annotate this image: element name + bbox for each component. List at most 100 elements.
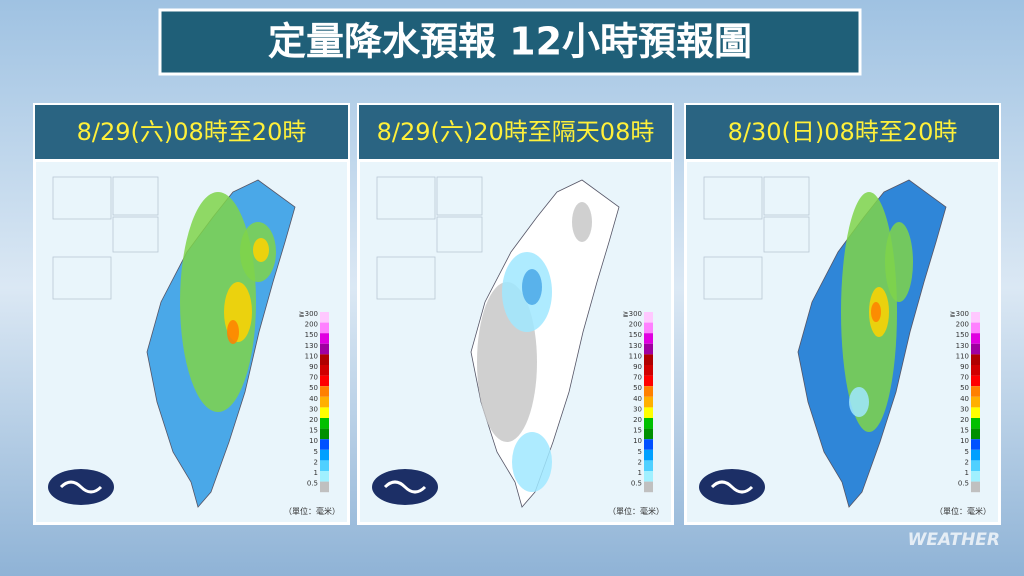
legend-swatch: [644, 449, 653, 461]
rain-area: [512, 432, 552, 492]
legend-label: 150: [629, 331, 642, 339]
rain-area: [849, 387, 869, 417]
legend-swatch: [320, 418, 329, 429]
legend-label: 50: [633, 384, 642, 392]
legend-label: 200: [629, 321, 642, 329]
legend-swatch: [644, 439, 653, 450]
panel-header: [686, 105, 999, 159]
legend-label: 0.5: [307, 480, 318, 488]
legend-label: 15: [960, 427, 969, 435]
inset-box: [763, 176, 810, 216]
legend-swatch: [644, 471, 653, 482]
rain-area: [572, 202, 592, 242]
unit-label: （單位：毫米）: [608, 506, 664, 516]
legend-label: 110: [629, 352, 642, 360]
legend-label: 130: [305, 342, 318, 350]
panel-heading: 8/30(日)08時至20時: [728, 118, 958, 146]
legend-label: 0.5: [958, 480, 969, 488]
legend-label: 1: [314, 469, 318, 477]
legend-swatch: [971, 407, 980, 418]
legend-swatch: [320, 439, 329, 450]
legend-label: 110: [956, 352, 969, 360]
legend-label: 5: [638, 448, 642, 456]
legend-swatch: [971, 471, 980, 482]
legend-label: 2: [638, 458, 642, 466]
legend-label: 15: [633, 427, 642, 435]
legend-swatch: [320, 407, 329, 418]
legend-label: ≧300: [623, 310, 642, 318]
legend-label: 90: [960, 363, 969, 371]
legend-swatch: [971, 449, 980, 461]
legend-swatch: [644, 322, 653, 334]
legend-label: 1: [965, 469, 969, 477]
legend-label: 30: [633, 405, 642, 413]
panel-heading: 8/29(六)20時至隔天08時: [377, 118, 655, 146]
unit-label: （單位：毫米）: [935, 506, 991, 516]
legend-label: 70: [960, 374, 969, 382]
unit-label: （單位：毫米）: [284, 506, 340, 516]
legend-label: 30: [309, 405, 318, 413]
legend-swatch: [644, 428, 653, 440]
inset-box: [763, 216, 810, 253]
legend-swatch: [320, 343, 329, 355]
legend-swatch: [971, 343, 980, 355]
legend-swatch: [320, 365, 329, 376]
inset-box: [376, 256, 436, 300]
legend-swatch: [644, 481, 653, 493]
legend-label: 90: [633, 363, 642, 371]
logo-mark: [59, 480, 103, 494]
legend-swatch: [644, 460, 653, 471]
rain-area: [885, 222, 913, 302]
rain-area: [180, 192, 256, 412]
legend-label: 1: [638, 469, 642, 477]
legend-label: 5: [965, 448, 969, 456]
inset-box: [376, 176, 436, 220]
legend-swatch: [644, 354, 653, 365]
panel-header: [35, 105, 348, 159]
legend-label: 130: [956, 342, 969, 350]
legend-swatch: [644, 418, 653, 429]
legend-label: 15: [309, 427, 318, 435]
legend-label: 40: [309, 395, 318, 403]
legend-label: 20: [633, 416, 642, 424]
legend-label: 0.5: [631, 480, 642, 488]
legend-swatch: [971, 428, 980, 440]
legend-label: 50: [960, 384, 969, 392]
legend-label: 40: [633, 395, 642, 403]
panel: 8/30(日)08時至20時≧3002001501301109070504030…: [684, 103, 1001, 525]
panel-header: [359, 105, 672, 159]
legend-swatch: [644, 333, 653, 344]
legend-label: 110: [305, 352, 318, 360]
legend-swatch: [320, 460, 329, 471]
legend-swatch: [320, 312, 329, 323]
watermark: WEATHER: [908, 530, 1000, 550]
legend-swatch: [320, 449, 329, 461]
legend-swatch: [971, 439, 980, 450]
inset-box: [703, 256, 763, 300]
legend-swatch: [971, 354, 980, 365]
legend-swatch: [644, 312, 653, 323]
legend-swatch: [320, 428, 329, 440]
legend-swatch: [971, 333, 980, 344]
legend-label: 10: [960, 437, 969, 445]
panel: 8/29(六)08時至20時≧3002001501301109070504030…: [33, 103, 350, 525]
legend-label: 90: [309, 363, 318, 371]
legend-swatch: [971, 386, 980, 397]
legend-swatch: [644, 343, 653, 355]
inset-box: [112, 176, 159, 216]
legend-label: 5: [314, 448, 318, 456]
legend-label: 2: [965, 458, 969, 466]
rain-area: [871, 302, 881, 322]
legend-label: 20: [309, 416, 318, 424]
inset-box: [112, 216, 159, 253]
legend-label: 10: [633, 437, 642, 445]
legend-swatch: [320, 471, 329, 482]
legend-swatch: [971, 322, 980, 334]
inset-box: [52, 256, 112, 300]
legend-swatch: [644, 365, 653, 376]
legend-swatch: [644, 386, 653, 397]
legend-swatch: [971, 312, 980, 323]
legend-swatch: [320, 375, 329, 387]
